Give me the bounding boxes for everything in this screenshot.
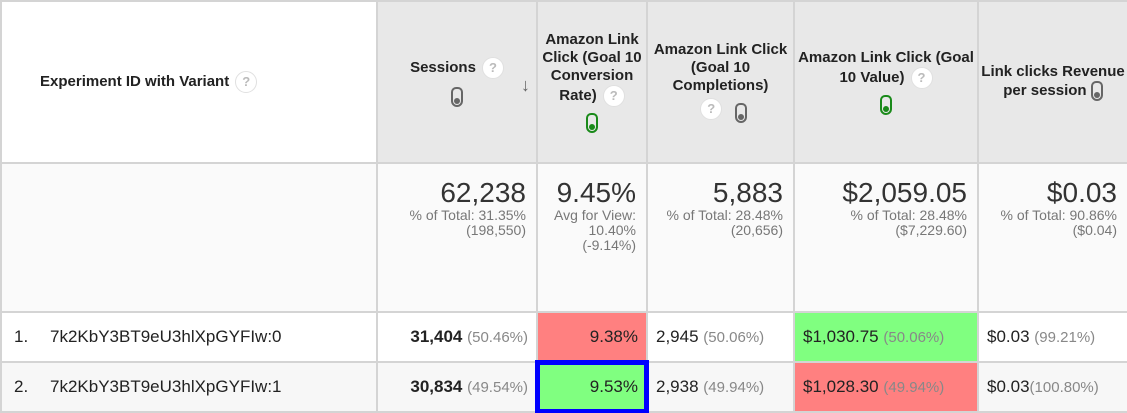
help-icon[interactable]: ?: [910, 67, 933, 89]
total-value: 9.45%: [556, 177, 636, 208]
rps-cell: $0.03(100.80%): [977, 361, 1127, 413]
totals-row: 62,238% of Total: 31.35% (198,550) 9.45%…: [0, 162, 1127, 313]
thermometer-icon-active[interactable]: [880, 95, 892, 115]
variant-cell[interactable]: 1. 7k2KbY3BT9eU3hlXpGYFIw:0: [0, 311, 378, 363]
sessions-cell: 31,404 (50.46%): [376, 311, 538, 363]
header-completions[interactable]: Amazon Link Click (Goal 10 Completions)?: [646, 0, 795, 164]
value: 30,834: [410, 377, 463, 396]
completions-cell: 2,938 (49.94%): [646, 361, 795, 413]
header-sessions[interactable]: Sessions? ↓: [376, 0, 538, 164]
value-cell: $1,028.30 (49.94%): [793, 361, 979, 413]
total-value: $2,059.05: [842, 177, 967, 208]
pct: (50.06%): [703, 329, 765, 346]
help-icon[interactable]: ?: [481, 57, 504, 79]
header-label: Sessions: [410, 58, 476, 76]
pct: (100.80%): [1029, 379, 1099, 396]
row-index: 1.: [14, 327, 29, 346]
header-rev-per-session[interactable]: Link clicks Revenue per session: [977, 0, 1127, 164]
rps-cell: $0.03 (99.21%): [977, 311, 1127, 363]
help-icon[interactable]: ?: [602, 85, 625, 107]
total-value: 5,883: [712, 177, 783, 208]
sort-desc-icon[interactable]: ↓: [521, 75, 530, 95]
total-rev-per-session: $0.03% of Total: 90.86% ($0.04): [977, 162, 1127, 313]
total-sub: % of Total: 31.35% (198,550): [409, 207, 526, 238]
value: 31,404: [410, 327, 463, 346]
total-sub: % of Total: 28.48% (20,656): [666, 207, 783, 238]
pct: (49.54%): [467, 379, 528, 396]
totals-label: [0, 162, 378, 313]
variant-cell[interactable]: 2. 7k2KbY3BT9eU3hlXpGYFIw:1: [0, 361, 378, 413]
table-row: 2. 7k2KbY3BT9eU3hlXpGYFIw:1 30,834 (49.54…: [0, 360, 1127, 413]
header-value[interactable]: Amazon Link Click (Goal 10 Value)?: [793, 0, 979, 164]
total-value: 62,238: [440, 177, 526, 208]
header-label: Amazon Link Click (Goal 10 Conversion Ra…: [542, 31, 642, 104]
value: $0.03: [987, 377, 1030, 396]
pct: (49.94%): [883, 379, 945, 396]
value: 2,945: [656, 327, 699, 346]
pct: (50.06%): [883, 329, 945, 346]
row-index: 2.: [14, 377, 29, 396]
variant-id[interactable]: 7k2KbY3BT9eU3hlXpGYFIw:0: [50, 327, 282, 346]
header-conv-rate[interactable]: Amazon Link Click (Goal 10 Conversion Ra…: [536, 0, 648, 164]
thermometer-icon[interactable]: [734, 103, 747, 123]
conv-rate-cell: 9.38%: [536, 311, 648, 363]
completions-cell: 2,945 (50.06%): [646, 311, 795, 363]
value: 2,938: [656, 377, 699, 396]
value-cell: $1,030.75 (50.06%): [793, 311, 979, 363]
header-row: Experiment ID with Variant? Sessions? ↓ A…: [0, 0, 1127, 164]
header-label: Amazon Link Click (Goal 10 Value): [798, 49, 974, 86]
pct: (99.21%): [1034, 329, 1096, 346]
thermometer-icon-active[interactable]: [586, 113, 598, 133]
table-row: 1. 7k2KbY3BT9eU3hlXpGYFIw:0 31,404 (50.46…: [0, 311, 1127, 363]
conv-rate-cell-highlighted: 9.53%: [535, 360, 649, 413]
header-dimension[interactable]: Experiment ID with Variant?: [0, 0, 378, 164]
help-icon[interactable]: ?: [235, 71, 258, 93]
help-icon[interactable]: ?: [700, 98, 723, 120]
total-sub: % of Total: 90.86% ($0.04): [1000, 207, 1117, 238]
total-completions: 5,883% of Total: 28.48% (20,656): [646, 162, 795, 313]
value: 9.53%: [589, 377, 638, 396]
header-label: Link clicks Revenue per session: [981, 63, 1125, 99]
total-sub: % of Total: 28.48% ($7,229.60): [850, 207, 967, 238]
total-value: $0.03: [1046, 177, 1117, 208]
total-sessions: 62,238% of Total: 31.35% (198,550): [376, 162, 538, 313]
value: $1,030.75: [803, 327, 879, 346]
thermometer-icon[interactable]: [1090, 81, 1103, 101]
sessions-cell: 30,834 (49.54%): [376, 361, 538, 413]
variant-id[interactable]: 7k2KbY3BT9eU3hlXpGYFIw:1: [50, 377, 282, 396]
header-label: Experiment ID with Variant: [40, 72, 230, 90]
total-sub: Avg for View: 10.40% (-9.14%): [554, 207, 636, 253]
value: $1,028.30: [803, 377, 879, 396]
pct: (50.46%): [467, 329, 528, 346]
value: $0.03: [987, 327, 1030, 346]
header-label: Amazon Link Click (Goal 10 Completions): [653, 41, 788, 94]
pct: (49.94%): [703, 379, 765, 396]
thermometer-icon[interactable]: [451, 87, 463, 107]
value: 9.38%: [589, 327, 638, 346]
total-value: $2,059.05% of Total: 28.48% ($7,229.60): [793, 162, 979, 313]
total-conv-rate: 9.45% Avg for View: 10.40% (-9.14%): [536, 162, 648, 313]
